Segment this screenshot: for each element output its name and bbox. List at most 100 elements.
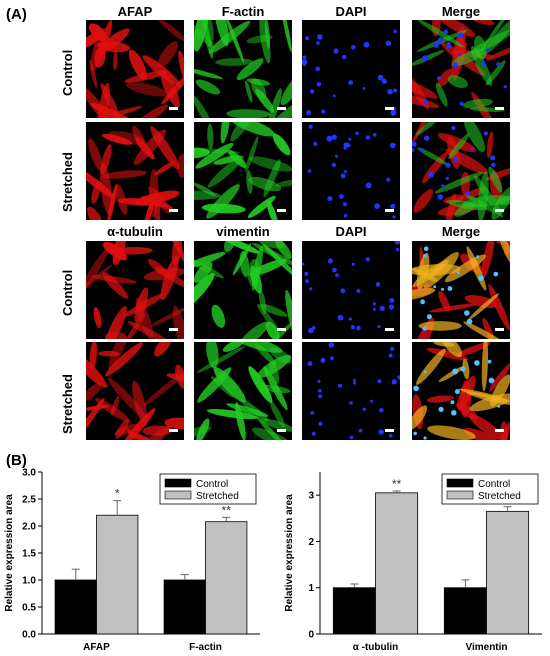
row-header-control-2: Control (60, 269, 75, 316)
y-axis-label: Relative expression area (284, 494, 295, 612)
column-header-merge: Merge (441, 4, 481, 19)
micrograph-f-actin-control (194, 20, 292, 118)
bar-stretched-0 (96, 514, 139, 635)
scale-bar (495, 328, 504, 331)
y-tick-label: 3 (308, 491, 314, 502)
legend-swatch (164, 478, 192, 488)
significance-marker: ** (222, 503, 232, 517)
row-header-stretched: Stretched (60, 152, 75, 212)
column-header-vimentin: vimentin (216, 224, 270, 239)
y-tick-label: 0 (308, 630, 314, 641)
scale-bar (385, 209, 394, 212)
micrograph-dapi-stretched-2 (302, 342, 400, 440)
scale-bar (277, 107, 286, 110)
legend-label: Stretched (196, 491, 239, 502)
micrograph-image (302, 342, 400, 440)
micrograph-image (194, 342, 292, 440)
micrograph-image (412, 342, 510, 440)
micrograph-merge-control-2 (412, 241, 510, 339)
micrograph-image (86, 342, 184, 440)
micrograph-merge-stretched (412, 122, 510, 220)
panel-b-label: (B) (6, 452, 27, 469)
legend-label: Control (478, 479, 510, 490)
y-axis-label: Relative expression area (4, 494, 15, 612)
bar-stretched-1 (205, 521, 248, 635)
bar-control-1 (443, 587, 487, 635)
micrograph-image (194, 241, 292, 339)
x-tick-label: Vimentin (465, 642, 507, 652)
micrograph-afap-stretched (86, 122, 184, 220)
legend-swatch (164, 490, 192, 500)
significance-marker: * (115, 487, 120, 501)
micrograph-dapi-control (302, 20, 400, 118)
y-tick-label: 2.0 (22, 522, 36, 533)
scale-bar (169, 209, 178, 212)
y-tick-label: 1.0 (22, 576, 36, 587)
micrograph-dapi-control-2 (302, 241, 400, 339)
bar-chart-afap-factin: Relative expression area 0.0 0.5 1.0 1.5 2.0 2… (4, 468, 260, 652)
scale-bar (495, 429, 504, 432)
significance-marker: ** (392, 477, 402, 491)
column-header-alpha-tubulin: α-tubulin (107, 224, 163, 239)
y-tick-label: 1.5 (22, 549, 36, 560)
x-tick-label: α -tubulin (353, 642, 399, 652)
column-header-merge-2: Merge (441, 224, 481, 239)
column-header-dapi: DAPI (335, 4, 367, 19)
micrograph-dapi-stretched (302, 122, 400, 220)
x-tick-label: AFAP (83, 642, 110, 652)
micrograph-image (302, 122, 400, 220)
micrograph-image (194, 20, 292, 118)
scale-bar (385, 328, 394, 331)
scale-bar (385, 107, 394, 110)
micrograph-f-actin-stretched (194, 122, 292, 220)
scale-bar (277, 209, 286, 212)
scale-bar (169, 107, 178, 110)
x-tick-label: F-actin (189, 642, 222, 652)
micrograph-afap-control (86, 20, 184, 118)
micrograph-image (86, 20, 184, 118)
bar-control-0 (54, 579, 97, 635)
legend-swatch (446, 478, 474, 488)
column-header-afap: AFAP (117, 4, 153, 19)
y-tick-label: 2.5 (22, 495, 36, 506)
micrograph-image (86, 122, 184, 220)
row-header-stretched-2: Stretched (60, 374, 75, 434)
scale-bar (495, 107, 504, 110)
scale-bar (385, 429, 394, 432)
micrograph-image (302, 241, 400, 339)
bar-control-0 (332, 587, 376, 635)
scale-bar (277, 429, 286, 432)
micrograph-image (412, 20, 510, 118)
bar-stretched-0 (375, 492, 419, 635)
panel-a-label: (A) (6, 6, 27, 23)
micrograph-merge-control (412, 20, 510, 118)
micrograph-merge-stretched-2 (412, 342, 510, 440)
scale-bar (495, 209, 504, 212)
bar-stretched-1 (486, 510, 530, 635)
bar-control-1 (163, 579, 206, 635)
scale-bar (169, 429, 178, 432)
micrograph-image (86, 241, 184, 339)
scale-bar (277, 328, 286, 331)
scale-bar (169, 328, 178, 331)
row-header-control: Control (60, 49, 75, 96)
micrograph-alpha-tubulin-stretched (86, 342, 184, 440)
micrograph-vimentin-control (194, 241, 292, 339)
column-header-f-actin: F-actin (221, 4, 265, 19)
bar-chart-tubulin-vimentin: Relative expression area 0 1 2 3 ** α -tubulin… (284, 472, 542, 652)
y-tick-label: 3.0 (22, 468, 36, 479)
legend-swatch (446, 490, 474, 500)
y-tick-label: 2 (308, 537, 314, 548)
column-header-dapi-2: DAPI (335, 224, 367, 239)
legend-label: Stretched (478, 491, 521, 502)
y-tick-label: 0.0 (22, 630, 36, 641)
y-tick-label: 0.5 (22, 603, 36, 614)
micrograph-image (194, 122, 292, 220)
micrograph-image (302, 20, 400, 118)
micrograph-image (412, 122, 510, 220)
micrograph-vimentin-stretched (194, 342, 292, 440)
legend-label: Control (196, 479, 228, 490)
y-tick-label: 1 (308, 583, 314, 594)
micrograph-image (412, 241, 510, 339)
micrograph-alpha-tubulin-control (86, 241, 184, 339)
